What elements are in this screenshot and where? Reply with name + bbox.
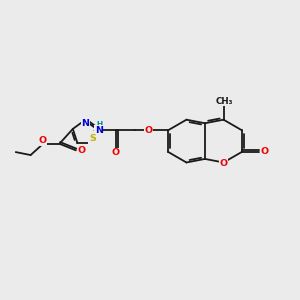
Text: CH₃: CH₃ bbox=[215, 97, 233, 106]
Text: O: O bbox=[145, 126, 153, 135]
Text: O: O bbox=[112, 148, 120, 158]
Text: O: O bbox=[261, 147, 269, 156]
Text: O: O bbox=[39, 136, 47, 145]
Text: O: O bbox=[220, 160, 228, 169]
Text: O: O bbox=[77, 146, 85, 155]
Text: H: H bbox=[97, 122, 103, 128]
Text: N: N bbox=[95, 126, 103, 135]
Text: N: N bbox=[81, 119, 89, 128]
Text: S: S bbox=[89, 134, 96, 143]
